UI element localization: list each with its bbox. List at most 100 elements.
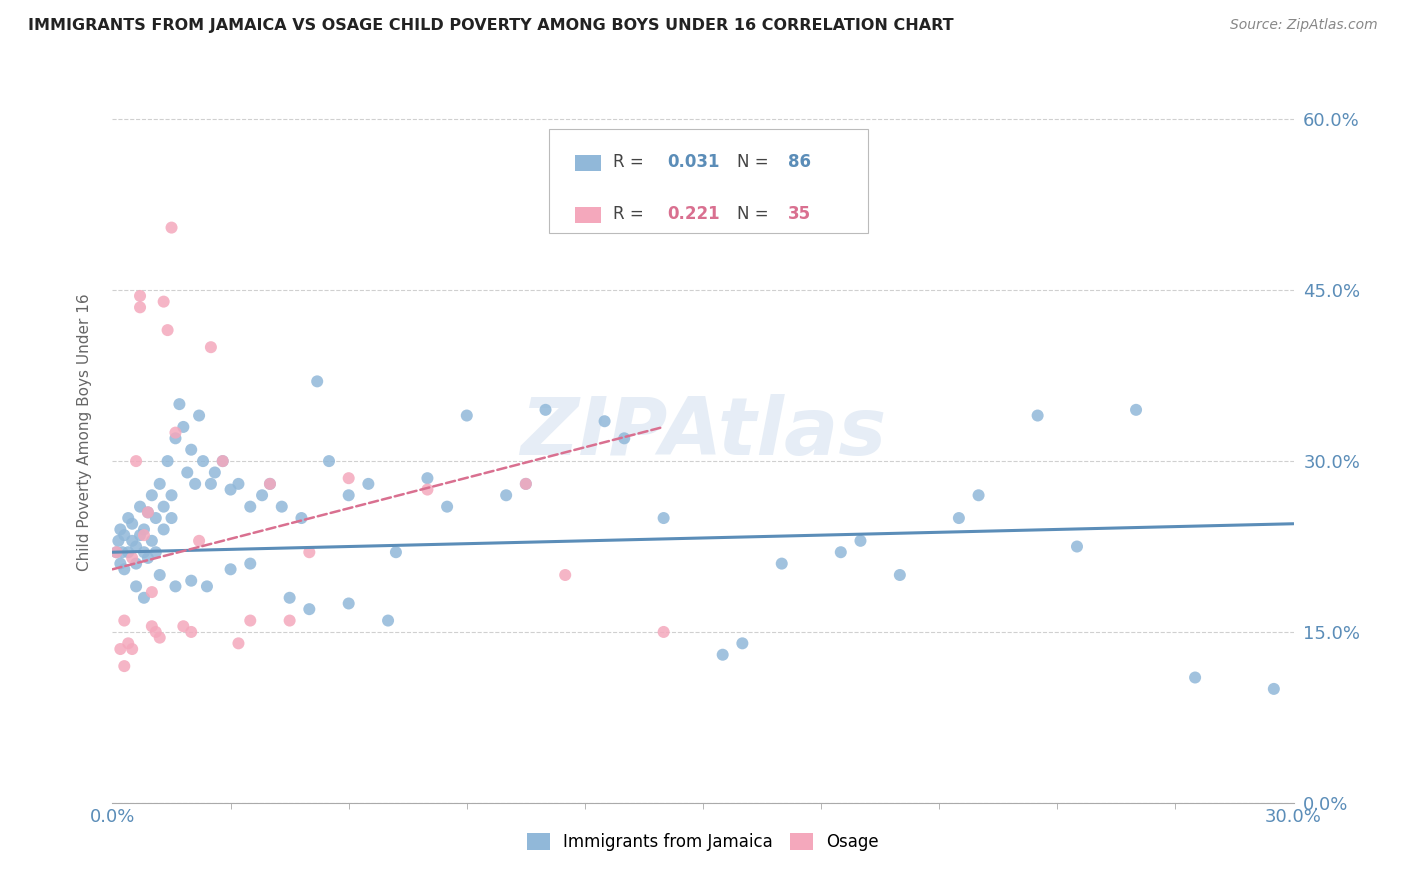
Point <box>318 454 340 468</box>
Point <box>307 375 329 389</box>
Point <box>105 545 128 559</box>
Point <box>385 545 408 559</box>
Point <box>770 557 793 571</box>
Point <box>228 476 250 491</box>
Point <box>948 511 970 525</box>
Point <box>204 466 226 480</box>
Point <box>149 568 172 582</box>
Point <box>290 511 312 525</box>
Point <box>169 397 191 411</box>
Point <box>112 562 135 576</box>
Point <box>200 476 222 491</box>
Point <box>357 476 380 491</box>
Point <box>259 476 281 491</box>
Point <box>211 454 233 468</box>
Point <box>125 540 148 554</box>
Point <box>180 574 202 588</box>
Point <box>711 648 734 662</box>
Point <box>165 579 187 593</box>
Point <box>1263 681 1285 696</box>
Point <box>160 511 183 525</box>
Point <box>270 500 292 514</box>
Point <box>129 289 152 303</box>
Point <box>121 550 143 565</box>
Point <box>180 624 202 639</box>
Text: 35: 35 <box>787 205 811 223</box>
Point <box>105 545 128 559</box>
Point <box>436 500 458 514</box>
Point <box>250 488 273 502</box>
Point <box>278 614 301 628</box>
Point <box>228 636 250 650</box>
Point <box>112 614 135 628</box>
Point <box>149 631 172 645</box>
Point <box>188 533 211 548</box>
Point <box>188 409 211 423</box>
Point <box>298 545 321 559</box>
Point <box>145 545 167 559</box>
Point <box>152 500 174 514</box>
Text: 0.221: 0.221 <box>668 205 720 223</box>
Point <box>239 500 262 514</box>
Point <box>121 642 143 657</box>
Point <box>298 602 321 616</box>
Point <box>195 579 218 593</box>
Point <box>129 500 152 514</box>
Point <box>141 488 163 502</box>
Point <box>152 523 174 537</box>
Point <box>416 471 439 485</box>
Point <box>141 619 163 633</box>
Point <box>889 568 911 582</box>
Text: N =: N = <box>737 153 775 171</box>
Point <box>219 483 242 497</box>
Point <box>1026 409 1049 423</box>
Point <box>129 528 152 542</box>
Point <box>613 431 636 445</box>
Point <box>125 557 148 571</box>
Point <box>125 454 148 468</box>
Point <box>136 505 159 519</box>
Point <box>652 624 675 639</box>
Point <box>125 579 148 593</box>
Point <box>337 471 360 485</box>
Point <box>172 420 194 434</box>
Point <box>849 533 872 548</box>
Point <box>239 614 262 628</box>
Point <box>160 488 183 502</box>
Point <box>117 545 139 559</box>
Point <box>652 511 675 525</box>
Point <box>165 431 187 445</box>
Point <box>337 597 360 611</box>
Text: ZIPAtlas: ZIPAtlas <box>520 393 886 472</box>
Point <box>191 454 214 468</box>
Point <box>219 562 242 576</box>
Point <box>149 476 172 491</box>
Point <box>152 294 174 309</box>
Point <box>515 476 537 491</box>
Point <box>554 568 576 582</box>
Point <box>156 323 179 337</box>
Point <box>136 550 159 565</box>
FancyBboxPatch shape <box>575 155 602 171</box>
Point <box>110 557 132 571</box>
Point <box>117 511 139 525</box>
Point <box>1184 671 1206 685</box>
Point <box>337 488 360 502</box>
Y-axis label: Child Poverty Among Boys Under 16: Child Poverty Among Boys Under 16 <box>77 293 91 572</box>
Point <box>180 442 202 457</box>
Point <box>830 545 852 559</box>
Point <box>136 505 159 519</box>
Legend: Immigrants from Jamaica, Osage: Immigrants from Jamaica, Osage <box>520 826 886 857</box>
Text: Source: ZipAtlas.com: Source: ZipAtlas.com <box>1230 18 1378 32</box>
Point <box>110 642 132 657</box>
Text: 86: 86 <box>787 153 811 171</box>
Point <box>1066 540 1088 554</box>
Point <box>129 301 152 315</box>
Point <box>259 476 281 491</box>
Point <box>593 414 616 428</box>
FancyBboxPatch shape <box>550 129 869 233</box>
Point <box>239 557 262 571</box>
Text: R =: R = <box>613 205 650 223</box>
Point <box>200 340 222 354</box>
Point <box>121 533 143 548</box>
